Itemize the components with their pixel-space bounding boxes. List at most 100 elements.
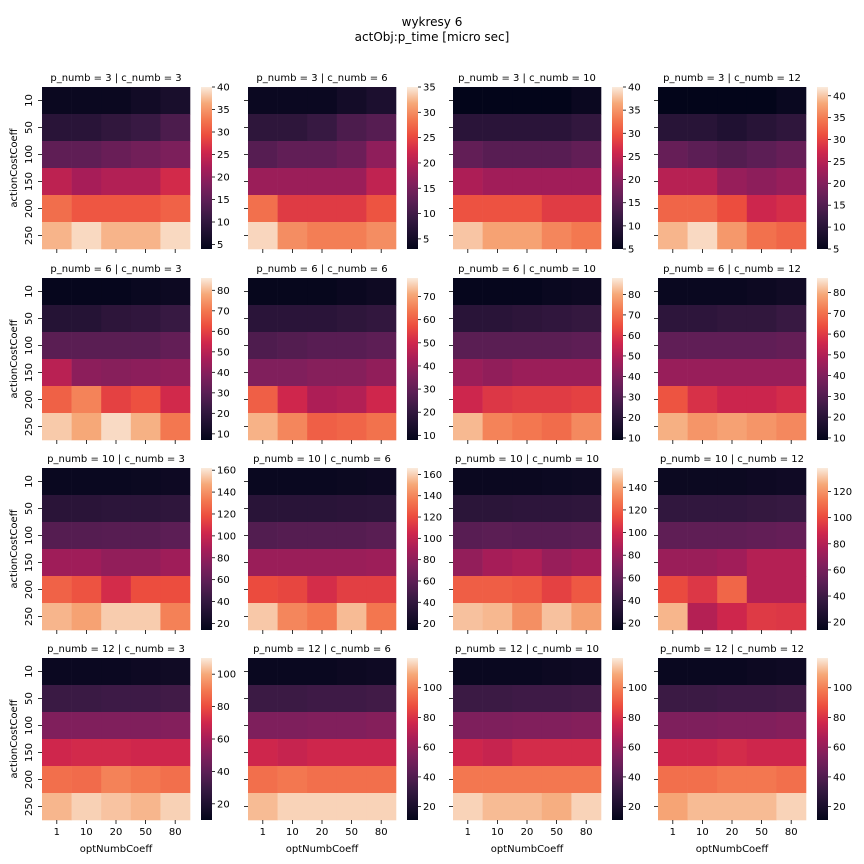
heatmap-cell xyxy=(277,766,308,794)
heatmap-cell xyxy=(541,576,572,604)
heatmap-cell xyxy=(160,712,191,740)
heatmap-cell xyxy=(248,168,278,196)
heatmap-cell xyxy=(541,658,572,686)
heatmap-cell xyxy=(101,386,132,414)
heatmap-cell xyxy=(541,87,572,115)
colorbar-tick-label: 100 xyxy=(217,670,236,681)
heatmap-cell xyxy=(776,332,807,360)
x-tick-label: 10 xyxy=(80,827,93,838)
heatmap-cell xyxy=(71,114,102,142)
heatmap-cell xyxy=(746,522,777,550)
panel-title: p_numb = 3 | c_numb = 12 xyxy=(663,73,801,84)
heatmap-cell xyxy=(336,195,367,223)
colorbar-tick-label: 15 xyxy=(628,198,641,209)
colorbar xyxy=(817,658,828,820)
heatmap-cell xyxy=(776,114,807,142)
colorbar xyxy=(817,278,828,440)
heatmap-cell xyxy=(541,168,572,196)
heatmap-cell xyxy=(453,739,483,767)
heatmap-cell xyxy=(512,576,543,604)
heatmap-cell xyxy=(717,576,748,604)
heatmap-cell xyxy=(746,413,777,441)
colorbar-tick-label: 5 xyxy=(423,234,429,245)
colorbar xyxy=(612,87,623,249)
heatmap-cell xyxy=(512,114,543,142)
heatmap-cell xyxy=(42,332,72,360)
heatmap-cell xyxy=(307,141,338,169)
heatmap-cell xyxy=(453,603,483,631)
heatmap-cell xyxy=(687,603,718,631)
colorbar-tick-label: 15 xyxy=(217,195,230,206)
heatmap-cell xyxy=(482,278,513,306)
heatmap-cell xyxy=(717,332,748,360)
heatmap-cell xyxy=(658,495,688,523)
heatmap-cell xyxy=(71,332,102,360)
heatmap-cell xyxy=(101,468,132,496)
heatmap-cell xyxy=(512,222,543,250)
heatmap-cell xyxy=(453,793,483,821)
heatmap-cell xyxy=(42,141,72,169)
y-tick-label: 150 xyxy=(24,743,35,762)
heatmap-cell xyxy=(571,495,602,523)
x-tick-label: 1 xyxy=(260,827,266,838)
heatmap-cell xyxy=(453,658,483,686)
heatmap-cell xyxy=(42,359,72,387)
heatmap-cell xyxy=(482,685,513,713)
y-tick-label: 250 xyxy=(24,226,35,245)
heatmap-cell xyxy=(42,386,72,414)
heatmap-cell xyxy=(71,739,102,767)
heatmap-cell xyxy=(482,603,513,631)
heatmap-cell xyxy=(453,87,483,115)
heatmap-cell xyxy=(687,332,718,360)
heatmap-cell xyxy=(776,603,807,631)
heatmap-cell xyxy=(248,222,278,250)
y-tick-label: 100 xyxy=(24,716,35,735)
heatmap-cell xyxy=(42,712,72,740)
heatmap-cell xyxy=(71,87,102,115)
heatmap-cell xyxy=(336,495,367,523)
heatmap-cell xyxy=(42,685,72,713)
colorbar-tick-label: 30 xyxy=(423,108,436,119)
heatmap-cell xyxy=(717,495,748,523)
panel-title: p_numb = 6 | c_numb = 6 xyxy=(256,264,387,275)
heatmap-cell xyxy=(336,658,367,686)
heatmap-cell xyxy=(130,386,161,414)
heatmap-cell xyxy=(512,168,543,196)
x-tick-label: 20 xyxy=(521,827,534,838)
heatmap-cell xyxy=(717,305,748,333)
heatmap-cell xyxy=(776,793,807,821)
x-tick-label: 10 xyxy=(696,827,709,838)
heatmap-cell xyxy=(541,468,572,496)
colorbar xyxy=(407,658,418,820)
heatmap-cell xyxy=(366,495,397,523)
heatmap-cell xyxy=(687,386,718,414)
colorbar-tick-label: 20 xyxy=(833,618,846,629)
y-tick-label: 200 xyxy=(24,580,35,599)
heatmap-cell xyxy=(160,222,191,250)
heatmap-cell xyxy=(687,305,718,333)
heatmap-cell xyxy=(658,305,688,333)
heatmap-cell xyxy=(746,114,777,142)
heatmap-cell xyxy=(512,685,543,713)
heatmap-cell xyxy=(336,549,367,577)
colorbar xyxy=(201,468,212,630)
heatmap-cell xyxy=(541,685,572,713)
heatmap-cell xyxy=(248,793,278,821)
heatmap-cell xyxy=(248,468,278,496)
heatmap-cell xyxy=(482,495,513,523)
heatmap-cell xyxy=(42,793,72,821)
heatmap-cell xyxy=(366,658,397,686)
colorbar-tick-label: 20 xyxy=(628,413,641,424)
heatmap-cell xyxy=(307,222,338,250)
colorbar-tick-label: 70 xyxy=(833,309,846,320)
heatmap-cell xyxy=(541,739,572,767)
heatmap-cell xyxy=(571,305,602,333)
colorbar xyxy=(407,468,418,630)
heatmap-cell xyxy=(71,495,102,523)
heatmap-cell xyxy=(307,114,338,142)
heatmap-cell xyxy=(541,222,572,250)
colorbar-tick-label: 35 xyxy=(217,105,230,116)
heatmap-cell xyxy=(717,658,748,686)
heatmap-cell xyxy=(541,278,572,306)
colorbar-tick-label: 80 xyxy=(423,713,436,724)
